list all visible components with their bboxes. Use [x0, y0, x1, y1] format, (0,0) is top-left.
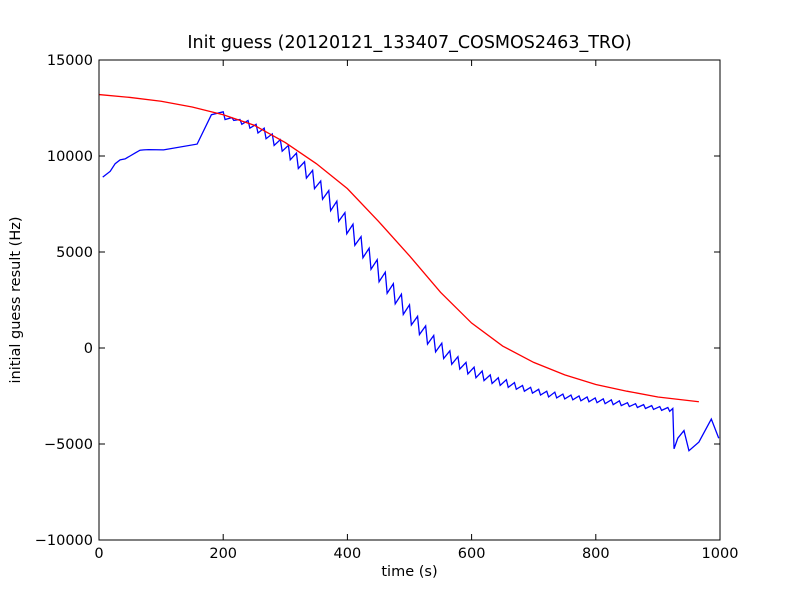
x-tick-label: 0 — [94, 546, 103, 562]
y-axis-title: initial guess result (Hz) — [8, 217, 24, 384]
series-line-1 — [98, 93, 699, 403]
x-tick-label: 800 — [582, 546, 610, 562]
x-tick-label: 1000 — [702, 546, 739, 562]
x-tick-label: 400 — [334, 546, 362, 562]
y-tick-label: 5000 — [56, 245, 93, 261]
y-tick-label: 15000 — [47, 53, 93, 69]
y-tick-label: −10000 — [35, 533, 93, 549]
x-tick-label: 600 — [458, 546, 486, 562]
plot-area — [99, 60, 720, 540]
x-axis-title: time (s) — [381, 564, 437, 580]
series-layer — [98, 93, 720, 452]
x-tick-label: 200 — [209, 546, 237, 562]
ticks-layer: 0 200 400 600 800 1000 −10000 −5000 0 5000 10000 15… — [35, 53, 739, 562]
chart-title: Init guess (20120121_133407_COSMOS2463_T… — [187, 33, 631, 53]
y-tick-label: 0 — [84, 341, 93, 357]
y-tick-label: 10000 — [47, 149, 93, 165]
series-line-0 — [102, 111, 720, 452]
y-tick-label: −5000 — [44, 437, 93, 453]
plot-frame — [98, 59, 721, 541]
